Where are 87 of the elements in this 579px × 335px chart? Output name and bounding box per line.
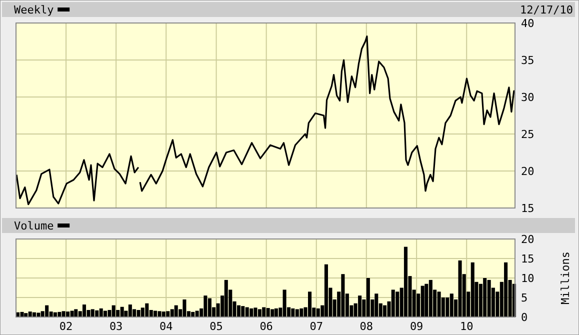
- x-tick-label: 09: [410, 320, 424, 333]
- y-axis-title: Millions: [558, 252, 572, 304]
- bar: [236, 305, 241, 317]
- bar: [396, 292, 400, 317]
- bar: [458, 260, 462, 317]
- x-tick-label: 05: [210, 320, 223, 333]
- legend-label: Weekly: [14, 3, 54, 16]
- y-tick-label: 20: [521, 164, 534, 178]
- bar: [174, 305, 178, 317]
- bar: [245, 307, 249, 317]
- bar: [316, 308, 320, 317]
- bar: [428, 280, 432, 317]
- bar: [262, 307, 266, 317]
- bar: [254, 308, 258, 317]
- y-tick-label: 35: [521, 54, 534, 67]
- x-tick-label: 03: [109, 320, 123, 333]
- bar: [450, 294, 454, 317]
- x-tick-label: 06: [260, 320, 273, 333]
- bar: [166, 311, 170, 317]
- bar: [224, 280, 228, 317]
- bar: [108, 310, 112, 317]
- bar: [74, 309, 78, 317]
- bar: [140, 308, 144, 317]
- bar: [36, 312, 40, 317]
- bar: [128, 304, 132, 317]
- bar: [391, 290, 395, 317]
- bar: [162, 312, 166, 317]
- bar: [250, 308, 254, 317]
- bar: [45, 305, 49, 317]
- bar: [62, 311, 66, 317]
- y-tick-label: 10: [521, 272, 534, 285]
- bar: [66, 312, 70, 317]
- bar: [504, 262, 508, 317]
- bar: [483, 278, 487, 317]
- bar: [208, 298, 212, 317]
- bar: [366, 278, 370, 317]
- bar: [116, 310, 120, 317]
- bar: [170, 309, 174, 317]
- bar: [136, 310, 140, 317]
- bar: [99, 308, 103, 317]
- x-tick-label: 08: [360, 320, 374, 333]
- y-tick-label: 5: [521, 291, 528, 304]
- bar: [358, 296, 362, 317]
- bar: [341, 274, 345, 317]
- bar: [182, 299, 186, 317]
- bar: [20, 312, 24, 317]
- x-tick-label: 04: [159, 320, 174, 333]
- bar: [120, 306, 124, 317]
- bar: [404, 246, 408, 317]
- bar: [204, 296, 208, 317]
- bar: [282, 290, 286, 317]
- legend-label: Volume: [14, 219, 54, 232]
- bar: [145, 303, 149, 317]
- bar: [487, 280, 491, 317]
- bar: [424, 284, 428, 317]
- bar: [324, 264, 328, 317]
- x-tick-label: 10: [460, 320, 474, 333]
- y-tick-label: 30: [521, 90, 534, 104]
- x-tick-label: 02: [59, 320, 73, 333]
- y-tick-label: 15: [521, 252, 534, 266]
- bar: [258, 309, 262, 317]
- y-tick-label: 25: [521, 128, 534, 141]
- x-tick-label: 07: [310, 320, 323, 333]
- bar: [90, 309, 94, 317]
- bar: [28, 312, 32, 317]
- bar: [308, 292, 312, 317]
- bar: [158, 311, 162, 317]
- bar: [112, 305, 116, 317]
- bar: [420, 286, 424, 317]
- bar: [274, 308, 278, 317]
- text: 12/17/10: [520, 3, 573, 16]
- bar: [446, 298, 450, 317]
- bar: [266, 308, 270, 317]
- bar: [241, 306, 245, 317]
- y-tick-label: 0: [521, 310, 528, 324]
- bar: [295, 309, 299, 317]
- bar: [437, 292, 441, 317]
- y-tick-label: 20: [521, 232, 534, 246]
- bar: [382, 305, 387, 317]
- bar: [374, 294, 378, 317]
- y-tick-label: 40: [521, 16, 534, 30]
- bar: [82, 304, 86, 317]
- bar: [270, 309, 274, 317]
- bar: [300, 308, 304, 317]
- bar: [291, 308, 295, 317]
- bar: [470, 262, 474, 317]
- y-tick-label: 15: [521, 202, 534, 215]
